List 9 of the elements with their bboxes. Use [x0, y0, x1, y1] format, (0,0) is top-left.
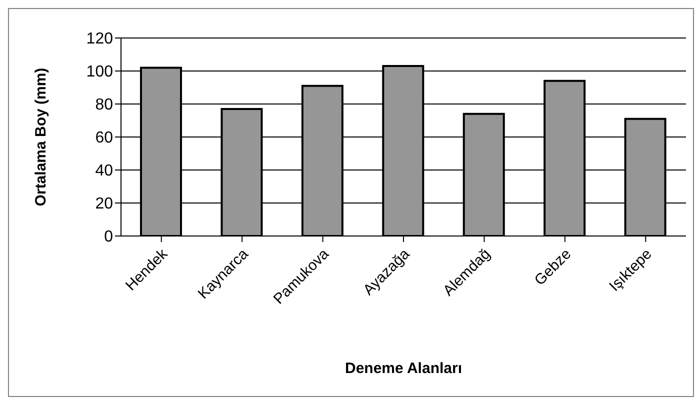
y-tick-label: 20	[95, 196, 114, 213]
x-axis-title: Deneme Alanları	[345, 360, 462, 377]
y-tick-label: 100	[86, 64, 114, 81]
y-tick-label: 120	[86, 30, 114, 48]
y-tick-label: 0	[104, 228, 114, 246]
y-tick-label: 40	[95, 162, 114, 180]
y-tick-label: 60	[95, 130, 114, 147]
y-tick-label: 80	[95, 96, 114, 114]
y-axis-title: Ortalama Boy (mm)	[32, 68, 50, 206]
